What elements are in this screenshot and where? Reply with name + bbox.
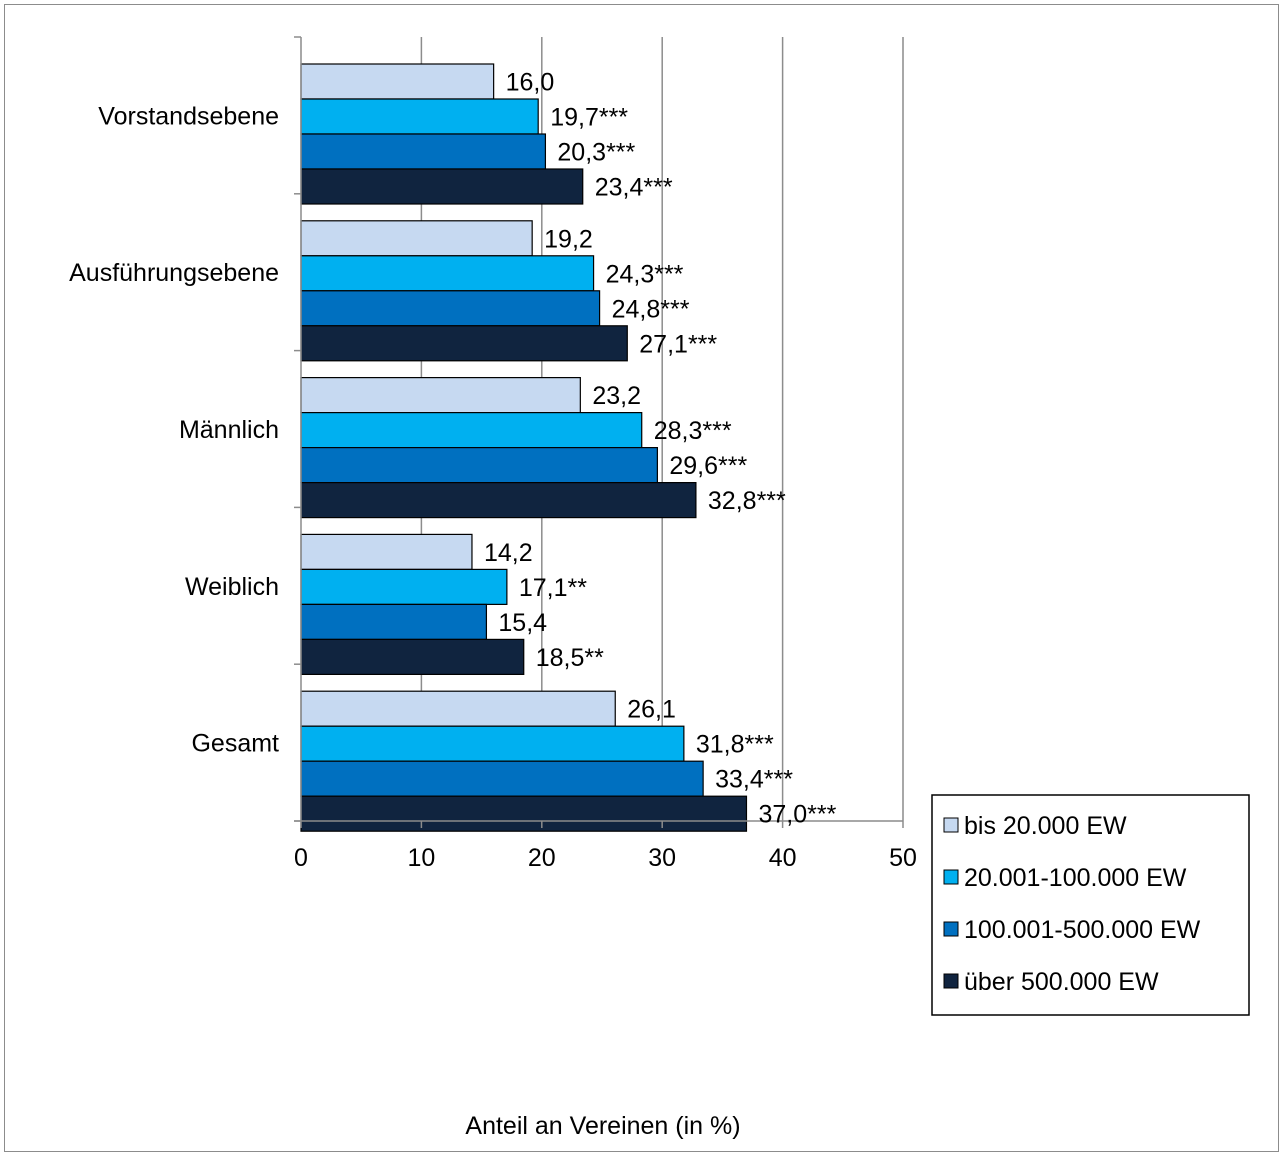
x-tick-label: 20: [528, 844, 556, 872]
data-label: 15,4: [498, 609, 547, 637]
category-label: Ausführungsebene: [69, 259, 279, 287]
bar: [300, 168, 584, 205]
data-label: 16,0: [506, 69, 555, 97]
chart-frame: 0 10 20 30 40 50 Vorstandsebene Ausführungseben…: [4, 4, 1279, 1152]
legend-label: bis 20.000 EW: [964, 812, 1127, 840]
axes: 0 10 20 30 40 50 Vorstandsebene Ausführungseben…: [69, 36, 917, 872]
data-label: 37,0***: [758, 801, 836, 829]
data-label: 23,2: [592, 382, 641, 410]
legend-swatch: [943, 869, 959, 885]
data-label: 28,3***: [654, 417, 732, 445]
data-label: 20,3***: [557, 139, 635, 167]
data-label: 32,8***: [708, 487, 786, 515]
bar: [300, 377, 581, 414]
x-tick-label: 10: [407, 844, 435, 872]
data-label: 31,8***: [696, 731, 774, 759]
data-label: 26,1: [627, 696, 676, 724]
category-label: Männlich: [179, 416, 279, 444]
bar: [300, 795, 748, 832]
bar: [300, 325, 628, 362]
x-tick-label: 50: [889, 844, 917, 872]
bar: [300, 220, 533, 257]
x-tick-label: 30: [648, 844, 676, 872]
category-label: Gesamt: [191, 730, 279, 758]
category-label: Vorstandsebene: [98, 102, 279, 130]
bar-chart: 0 10 20 30 40 50 Vorstandsebene Ausführungseben…: [69, 36, 1250, 1140]
data-label: 29,6***: [669, 452, 747, 480]
bar: [300, 638, 525, 676]
bar: [300, 690, 616, 727]
bar: [300, 255, 595, 292]
bar: [300, 447, 658, 484]
data-label: 33,4***: [715, 766, 793, 794]
bars: [300, 63, 748, 832]
bar: [300, 482, 697, 519]
legend-swatch: [943, 973, 959, 989]
bar: [300, 725, 685, 762]
value-labels: 16,0 19,7*** 20,3*** 23,4***19,2 24,3*** 24,8…: [484, 69, 837, 829]
x-tick-label: 40: [769, 844, 797, 872]
legend-swatch: [943, 817, 959, 833]
data-label: 14,2: [484, 539, 533, 567]
bar: [300, 290, 601, 327]
category-label: Weiblich: [185, 573, 279, 601]
data-label: 23,4***: [595, 174, 673, 202]
data-label: 17,1**: [519, 574, 587, 602]
legend-label: über 500.000 EW: [964, 968, 1159, 996]
data-label: 19,7***: [550, 104, 628, 132]
legend: bis 20.000 EW 20.001-100.000 EW 100.001-50…: [931, 794, 1250, 1016]
x-tick-label: 0: [294, 844, 308, 872]
data-label: 19,2: [544, 225, 593, 253]
data-label: 24,3***: [606, 260, 684, 288]
bar: [300, 568, 508, 606]
legend-swatch: [943, 921, 959, 937]
data-label: 24,8***: [612, 295, 690, 323]
x-axis-title: Anteil an Vereinen (in %): [465, 1112, 740, 1140]
bar: [300, 412, 643, 449]
bar: [300, 603, 488, 641]
bar: [300, 98, 539, 135]
bar: [300, 533, 473, 571]
bar: [300, 760, 704, 797]
legend-label: 20.001-100.000 EW: [964, 864, 1187, 892]
bar: [300, 133, 547, 170]
bar: [300, 63, 495, 100]
legend-label: 100.001-500.000 EW: [964, 916, 1201, 944]
data-label: 18,5**: [536, 644, 604, 672]
data-label: 27,1***: [639, 330, 717, 358]
legend-box: [931, 794, 1250, 1016]
